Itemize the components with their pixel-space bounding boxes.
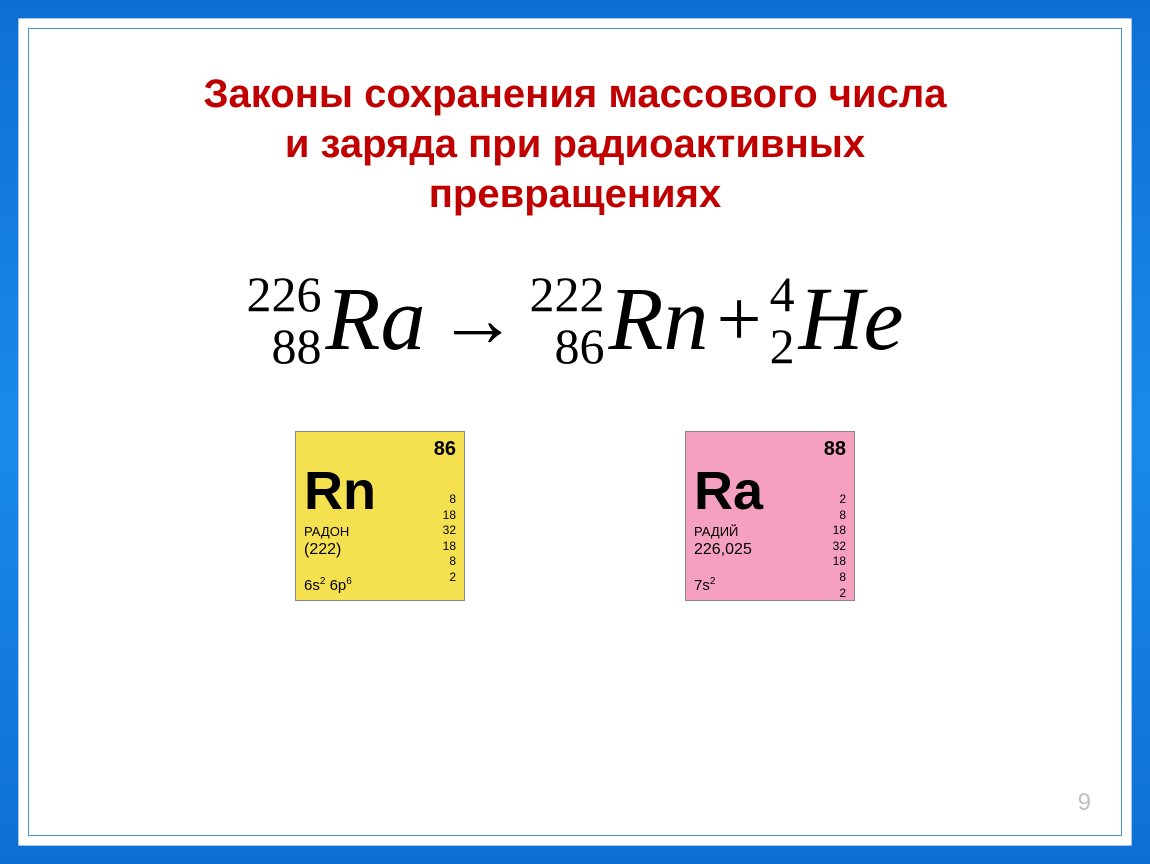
element-tiles: 86 Rn РАДОН (222) 6s2 6p6 818321882 88 R… xyxy=(89,431,1061,601)
title-line-3: превращениях xyxy=(429,172,721,216)
decay-equation: 226 88 Ra → 222 86 Rn + 4 xyxy=(89,269,1061,371)
rn-tile-config: 6s2 6p6 xyxy=(304,576,352,594)
slide-outer-frame: Законы сохранения массового числа и заря… xyxy=(18,18,1132,846)
title-line-2: и заряда при радиоактивных xyxy=(285,122,865,166)
arrow-icon: → xyxy=(437,275,517,366)
rn-prescript: 222 86 xyxy=(529,269,604,371)
page-number: 9 xyxy=(1078,789,1091,817)
ra-mass-number: 226 xyxy=(246,269,321,319)
rn-symbol: Rn xyxy=(608,275,708,365)
rn-tile-mass: (222) xyxy=(304,541,456,559)
rn-tile-symbol: Rn xyxy=(304,464,456,518)
rn-tile-shells: 818321882 xyxy=(443,492,456,570)
plus-sign: + xyxy=(716,275,761,366)
title-line-1: Законы сохранения массового числа xyxy=(203,72,946,116)
tile-rn: 86 Rn РАДОН (222) 6s2 6p6 818321882 xyxy=(295,431,465,601)
he-charge-number: 2 xyxy=(770,321,795,371)
rn-atomic-number: 86 xyxy=(434,438,456,461)
ra-tile-config: 7s2 xyxy=(694,576,715,594)
ra-tile-symbol: Ra xyxy=(694,464,846,518)
ra-tile-shells: 2818321882 xyxy=(833,492,846,570)
ra-charge-number: 88 xyxy=(271,321,321,371)
he-mass-number: 4 xyxy=(770,269,795,319)
slide-inner-frame: Законы сохранения массового числа и заря… xyxy=(28,28,1122,836)
ra-atomic-number: 88 xyxy=(824,438,846,461)
ra-tile-name: РАДИЙ xyxy=(694,524,846,539)
term-he: 4 2 He xyxy=(770,269,904,371)
term-rn: 222 86 Rn xyxy=(529,269,708,371)
he-prescript: 4 2 xyxy=(770,269,795,371)
ra-tile-mass: 226,025 xyxy=(694,541,846,559)
rn-tile-name: РАДОН xyxy=(304,524,456,539)
rn-charge-number: 86 xyxy=(554,321,604,371)
slide-content: Законы сохранения массового числа и заря… xyxy=(29,29,1121,835)
he-symbol: He xyxy=(799,275,904,365)
term-ra: 226 88 Ra xyxy=(246,269,425,371)
ra-prescript: 226 88 xyxy=(246,269,321,371)
rn-mass-number: 222 xyxy=(529,269,604,319)
slide-title: Законы сохранения массового числа и заря… xyxy=(89,69,1061,219)
tile-ra: 88 Ra РАДИЙ 226,025 7s2 2818321882 xyxy=(685,431,855,601)
ra-symbol: Ra xyxy=(325,275,425,365)
